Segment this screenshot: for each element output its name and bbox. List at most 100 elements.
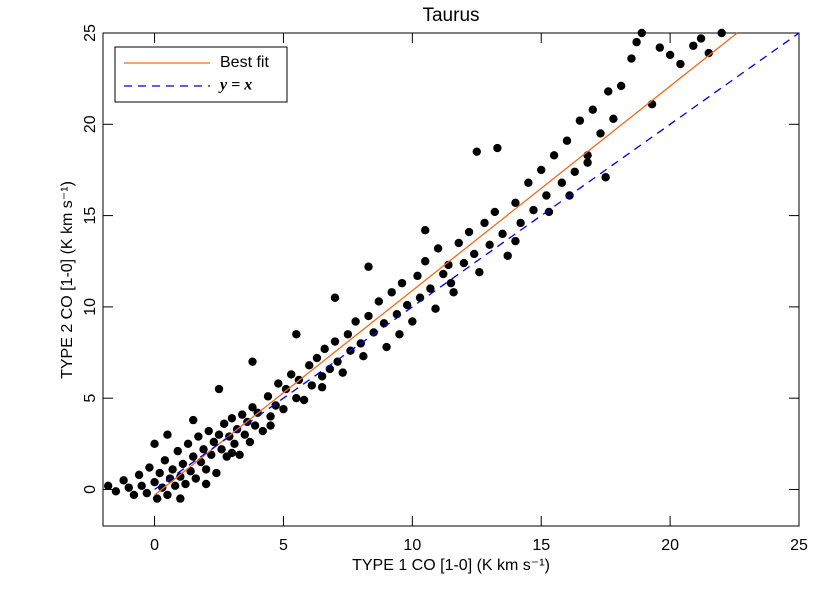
point [199, 445, 208, 454]
point [191, 474, 200, 483]
point [248, 403, 257, 412]
point [490, 207, 500, 217]
y-axis-label: TYPE 2 CO [1-0] (K km s⁻¹) [59, 181, 76, 379]
point [245, 437, 255, 447]
point [704, 48, 713, 58]
point [374, 297, 384, 306]
point [219, 419, 229, 428]
y-tick-label: 25 [82, 24, 99, 42]
point [170, 481, 180, 491]
point [637, 28, 646, 38]
point [575, 116, 585, 125]
legend-label: y = x [218, 77, 252, 94]
point [549, 151, 559, 160]
point [583, 158, 592, 167]
point [266, 421, 275, 430]
point [209, 437, 219, 447]
y-tick-label: 20 [82, 115, 99, 133]
point [129, 490, 139, 500]
point [212, 468, 221, 478]
point [196, 457, 206, 467]
point [217, 445, 226, 454]
point [155, 468, 164, 478]
x-tick-label: 20 [661, 537, 679, 554]
point [449, 288, 458, 297]
point [292, 330, 301, 339]
fit-line [154, 32, 800, 491]
point [320, 344, 329, 354]
y-tick-label: 0 [82, 485, 99, 494]
point [426, 284, 435, 293]
point [369, 328, 378, 337]
point [421, 257, 430, 266]
point [183, 439, 193, 449]
point [119, 476, 128, 485]
point [717, 28, 726, 38]
point [279, 404, 288, 414]
point [150, 439, 159, 449]
point [359, 351, 368, 361]
point [163, 490, 172, 500]
point [258, 426, 268, 436]
legend-label: Best fit [220, 54, 269, 71]
point [459, 258, 469, 268]
point [627, 54, 636, 63]
point [240, 430, 249, 439]
point [266, 412, 275, 421]
point [330, 293, 340, 302]
point [364, 311, 373, 321]
y-tick-label: 10 [82, 298, 99, 316]
point [570, 167, 579, 176]
point [214, 430, 224, 439]
point [173, 446, 182, 456]
point [238, 410, 247, 419]
point [609, 114, 618, 124]
point [194, 432, 203, 441]
point [498, 229, 507, 239]
point [537, 165, 546, 175]
point [163, 430, 172, 439]
point [421, 226, 430, 235]
point [181, 479, 190, 489]
x-tick-label: 25 [790, 537, 808, 554]
point [250, 421, 260, 430]
point [632, 37, 641, 47]
x-tick-label: 15 [532, 537, 550, 554]
point [307, 381, 316, 390]
chart-title: Taurus [422, 5, 479, 26]
point [480, 218, 489, 228]
point [152, 494, 162, 503]
point [160, 456, 170, 465]
point [511, 236, 520, 246]
point [204, 426, 213, 436]
point [137, 481, 146, 491]
point [464, 227, 474, 237]
point [583, 151, 592, 160]
legend-box [114, 46, 288, 103]
point [235, 450, 244, 459]
point [454, 238, 463, 248]
point [655, 43, 664, 52]
point [201, 465, 211, 474]
point [413, 271, 422, 281]
point [142, 488, 152, 498]
point [601, 173, 610, 182]
point [189, 415, 198, 425]
point [305, 361, 314, 370]
point [402, 300, 412, 310]
point [111, 487, 121, 496]
point [145, 463, 154, 472]
point [333, 357, 342, 366]
point [472, 147, 481, 156]
point [408, 317, 417, 326]
point [689, 41, 698, 50]
point [493, 143, 502, 153]
point [529, 205, 538, 215]
point [274, 379, 283, 388]
point [312, 353, 322, 363]
point [557, 178, 567, 187]
x-tick-label: 5 [279, 537, 288, 554]
point [317, 372, 327, 381]
point [524, 178, 533, 187]
point [286, 370, 296, 379]
